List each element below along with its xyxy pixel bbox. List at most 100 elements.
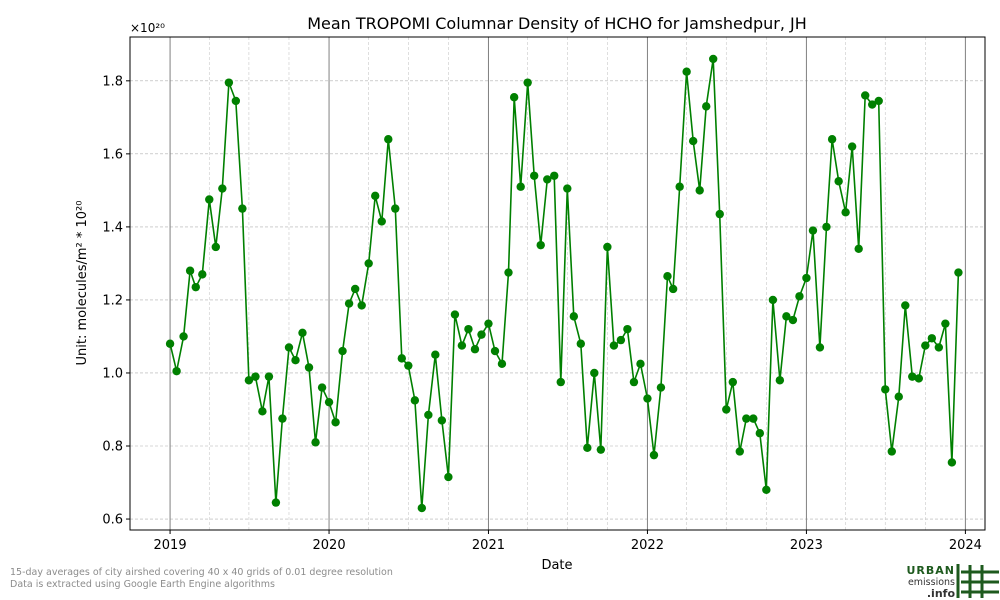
data-point bbox=[344, 299, 354, 308]
data-point bbox=[377, 217, 386, 226]
urban-emissions-logo[interactable]: URBAN emissions .info bbox=[896, 562, 1000, 600]
data-point bbox=[437, 416, 447, 425]
logo-text-emissions: emissions bbox=[908, 577, 955, 588]
data-point bbox=[224, 78, 234, 87]
data-point bbox=[172, 366, 181, 376]
data-point bbox=[205, 195, 214, 204]
data-point bbox=[304, 363, 314, 372]
data-point bbox=[861, 91, 870, 100]
data-point bbox=[887, 447, 896, 456]
data-point bbox=[490, 346, 500, 356]
data-point bbox=[331, 418, 340, 427]
footnote-resolution: 15-day averages of city airshed covering… bbox=[10, 567, 393, 578]
data-point bbox=[742, 414, 751, 423]
data-point bbox=[947, 458, 957, 467]
data-point bbox=[762, 485, 771, 495]
data-point bbox=[311, 438, 320, 447]
data-point bbox=[569, 312, 579, 321]
data-point bbox=[702, 102, 711, 111]
data-point bbox=[185, 266, 195, 275]
y-axis-label: Unit: molecules/m² * 10²⁰ bbox=[75, 201, 90, 366]
data-point bbox=[695, 186, 704, 195]
data-point bbox=[523, 78, 532, 87]
data-point bbox=[417, 503, 427, 513]
data-point bbox=[656, 383, 666, 392]
x-tick-label: 2023 bbox=[790, 538, 823, 553]
data-point bbox=[954, 268, 963, 277]
y-axis: 0.6 0.8 1.0 1.2 1.4 1.6 1.8 bbox=[102, 74, 130, 528]
data-point bbox=[894, 392, 903, 401]
footnote-source: Data is extracted using Google Earth Eng… bbox=[10, 579, 275, 590]
series-hcho bbox=[165, 54, 963, 513]
data-point bbox=[444, 472, 453, 482]
data-point bbox=[165, 339, 175, 348]
data-point bbox=[404, 361, 413, 370]
logo-text-info: .info bbox=[927, 587, 956, 600]
data-point bbox=[391, 204, 400, 213]
x-tick-label: 2024 bbox=[949, 538, 982, 553]
data-point bbox=[834, 177, 843, 186]
data-point bbox=[477, 330, 486, 339]
data-point bbox=[675, 182, 684, 191]
data-point bbox=[609, 341, 619, 350]
data-point bbox=[941, 319, 950, 328]
y-tick-label: 1.8 bbox=[102, 74, 123, 89]
data-point bbox=[543, 175, 552, 184]
data-point bbox=[688, 136, 698, 146]
y-scale-label: ×10²⁰ bbox=[130, 21, 165, 35]
y-tick-label: 0.6 bbox=[102, 513, 123, 528]
data-point bbox=[431, 350, 440, 359]
y-tick-label: 1.4 bbox=[102, 220, 123, 235]
data-point bbox=[516, 182, 525, 191]
y-tick-label: 1.0 bbox=[102, 366, 123, 381]
data-point bbox=[841, 208, 850, 217]
data-point bbox=[643, 394, 652, 403]
data-point bbox=[728, 377, 738, 387]
data-point bbox=[497, 359, 507, 369]
data-point bbox=[901, 301, 910, 310]
data-point bbox=[529, 171, 539, 180]
data-point bbox=[550, 171, 559, 180]
data-point bbox=[715, 209, 724, 219]
data-point bbox=[371, 191, 380, 201]
data-point bbox=[244, 376, 254, 385]
data-point bbox=[211, 242, 221, 252]
data-point bbox=[854, 244, 863, 254]
data-point bbox=[317, 383, 327, 392]
x-tick-label: 2019 bbox=[154, 538, 187, 553]
data-point bbox=[914, 374, 923, 383]
data-point bbox=[847, 142, 857, 151]
data-point bbox=[649, 450, 659, 460]
data-point bbox=[682, 67, 691, 76]
logo-text-urban: URBAN bbox=[906, 564, 955, 577]
x-axis: 2019 2020 2021 2022 2023 2024 bbox=[154, 530, 982, 553]
data-point bbox=[191, 282, 200, 292]
y-tick-label: 1.2 bbox=[102, 293, 123, 308]
data-point bbox=[264, 372, 274, 381]
data-point bbox=[623, 324, 632, 334]
data-point bbox=[457, 341, 467, 350]
data-point bbox=[755, 429, 765, 438]
data-point bbox=[556, 377, 565, 387]
data-point bbox=[668, 284, 678, 294]
data-point bbox=[470, 345, 480, 354]
data-point bbox=[231, 96, 241, 106]
data-point bbox=[384, 135, 393, 144]
data-point bbox=[251, 372, 260, 381]
data-point bbox=[258, 407, 267, 416]
data-point bbox=[735, 447, 744, 456]
data-point bbox=[397, 354, 406, 363]
data-point bbox=[921, 341, 930, 350]
data-point bbox=[576, 339, 586, 348]
data-point bbox=[709, 54, 718, 64]
data-point bbox=[424, 410, 433, 420]
data-point bbox=[583, 443, 592, 453]
data-point bbox=[603, 242, 612, 252]
data-point bbox=[271, 498, 281, 507]
data-point bbox=[291, 355, 300, 365]
data-point bbox=[357, 301, 366, 310]
data-point bbox=[768, 295, 778, 305]
plot-frame bbox=[129, 36, 986, 531]
data-point bbox=[509, 93, 519, 102]
data-point bbox=[815, 343, 825, 352]
